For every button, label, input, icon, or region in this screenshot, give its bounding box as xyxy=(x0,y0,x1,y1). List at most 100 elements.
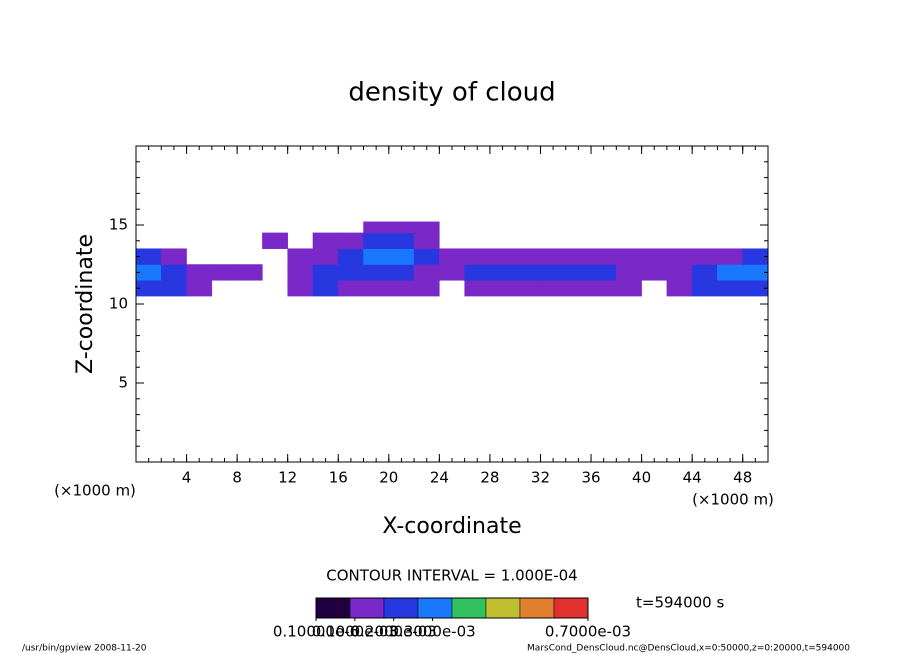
colorbar-swatch xyxy=(417,597,453,619)
density-cell xyxy=(161,248,187,265)
density-cell xyxy=(464,248,491,265)
x-axis-label: X-coordinate xyxy=(382,514,521,539)
y-tick-label: 15 xyxy=(109,216,128,234)
density-cell xyxy=(489,280,516,297)
density-cell xyxy=(388,221,415,234)
density-cell xyxy=(337,280,364,297)
density-cell xyxy=(413,264,440,281)
density-cell xyxy=(211,264,238,281)
density-cell xyxy=(616,280,642,297)
density-cell xyxy=(514,248,541,265)
x-tick-label: 8 xyxy=(232,469,242,487)
density-cell xyxy=(337,248,364,265)
density-cell xyxy=(388,248,415,265)
density-cell xyxy=(363,221,390,234)
colorbar-tick-label: 0.1000e-03 xyxy=(312,623,398,641)
x-tick-label: 16 xyxy=(329,469,348,487)
y-tick-label: 10 xyxy=(109,295,128,313)
x-tick-label: 48 xyxy=(733,469,752,487)
x-tick-label: 12 xyxy=(278,469,297,487)
footer-right: MarsCond_DensCloud.nc@DensCloud,x=0:5000… xyxy=(527,644,850,654)
density-cell xyxy=(565,248,592,265)
density-cell xyxy=(717,280,743,297)
density-cell xyxy=(413,280,440,297)
density-cell xyxy=(312,248,339,265)
x-tick-label: 4 xyxy=(182,469,192,487)
density-cell xyxy=(186,264,213,281)
colorbar-swatch xyxy=(451,597,487,619)
density-cell xyxy=(363,264,390,281)
x-tick-label: 24 xyxy=(430,469,449,487)
colorbar-swatch xyxy=(519,597,555,619)
density-cell xyxy=(287,264,314,281)
time-label: t=594000 s xyxy=(636,594,724,612)
density-cell xyxy=(287,280,314,297)
x-tick-label: 36 xyxy=(581,469,600,487)
colorbar-swatch xyxy=(553,597,589,619)
contour-interval: CONTOUR INTERVAL = 1.000E-04 xyxy=(326,567,577,585)
density-cell xyxy=(717,248,743,265)
x-units: (×1000 m) xyxy=(54,482,136,500)
colorbar-tick-label: 0.7000e-03 xyxy=(545,623,631,641)
colorbar-tick-label: 0.3000e-03 xyxy=(389,623,475,641)
colorbar-swatch xyxy=(485,597,521,619)
density-cell xyxy=(514,280,541,297)
density-cell xyxy=(413,248,440,265)
density-cell xyxy=(312,280,339,297)
colorbar-tick-label: 0.2000e-03 xyxy=(351,623,437,641)
density-cell xyxy=(489,248,516,265)
density-cell xyxy=(363,280,390,297)
density-cell xyxy=(287,248,314,265)
density-cell xyxy=(236,264,263,281)
density-cell xyxy=(186,280,213,297)
x-tick-label: 32 xyxy=(531,469,550,487)
density-cell xyxy=(161,264,187,281)
y-axis-label: Z-coordinate xyxy=(73,234,98,374)
density-cell xyxy=(717,264,743,281)
plot-frame xyxy=(135,145,769,463)
density-cell xyxy=(666,280,693,297)
x-tick-label: 44 xyxy=(683,469,702,487)
density-cell xyxy=(363,232,390,249)
x-units: (×1000 m) xyxy=(692,491,774,509)
density-cell xyxy=(262,232,288,249)
density-cell xyxy=(616,248,642,265)
chart-title: density of cloud xyxy=(348,78,555,108)
x-tick-label: 40 xyxy=(632,469,651,487)
density-cell xyxy=(540,280,567,297)
density-cell xyxy=(590,248,617,265)
density-cell xyxy=(388,280,415,297)
density-cell xyxy=(413,221,440,234)
density-cell xyxy=(388,264,415,281)
density-cell xyxy=(565,280,592,297)
x-tick-label: 28 xyxy=(480,469,499,487)
density-cell xyxy=(666,264,693,281)
density-cell xyxy=(363,248,390,265)
density-cell xyxy=(312,264,339,281)
density-cell xyxy=(590,264,617,281)
colorbar-swatch xyxy=(349,597,385,619)
density-cell xyxy=(388,232,415,249)
density-cell xyxy=(565,264,592,281)
density-cell xyxy=(489,264,516,281)
density-cell xyxy=(337,264,364,281)
density-cell xyxy=(641,264,668,281)
density-cell xyxy=(337,232,364,249)
density-cell xyxy=(464,264,491,281)
density-cell xyxy=(540,248,567,265)
colorbar-swatch xyxy=(383,597,419,619)
density-cell xyxy=(616,264,642,281)
density-cell xyxy=(413,232,440,249)
density-cell xyxy=(691,264,718,281)
density-cell xyxy=(590,280,617,297)
density-cell xyxy=(540,264,567,281)
density-cell xyxy=(312,232,339,249)
density-cell xyxy=(666,248,693,265)
density-cell xyxy=(514,264,541,281)
density-cell xyxy=(691,280,718,297)
y-tick-label: 5 xyxy=(118,374,128,392)
density-cell xyxy=(641,248,668,265)
density-cell xyxy=(439,264,465,281)
